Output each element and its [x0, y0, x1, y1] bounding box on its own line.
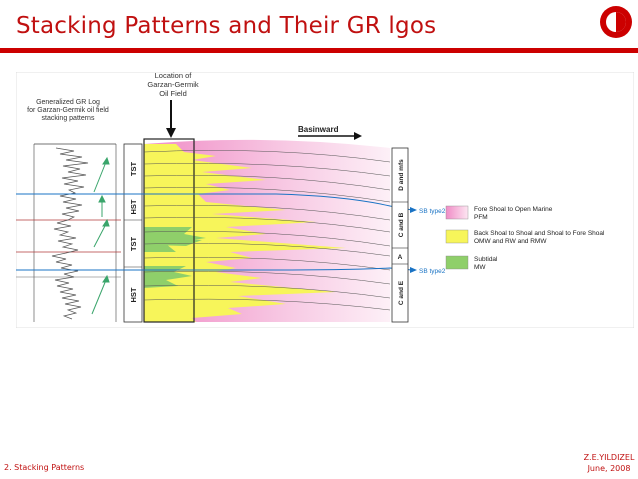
- company-logo-icon: [600, 6, 632, 38]
- legend-swatch-back-shoal: [445, 229, 469, 244]
- sb-label-1: SB type2: [419, 208, 446, 215]
- gr-log-caption: Generalized GR Log for Garzan-Germik oil…: [27, 99, 109, 122]
- sb-arrow-icon: [410, 207, 417, 213]
- sequence-boundaries: [16, 193, 413, 271]
- unit-label-3: A: [398, 254, 403, 261]
- location-caption: Location of Garzan-Germik Oil Field: [147, 72, 199, 98]
- subtidal-facies: [144, 227, 206, 288]
- gr-log-track: [16, 143, 121, 322]
- tract-label-4: HST: [129, 287, 138, 302]
- footer-author-date: Z.E.YILDIZEL June, 2008: [582, 452, 636, 474]
- gr-curve: [51, 147, 89, 320]
- title-divider: [0, 48, 638, 53]
- systems-tract-column: TST HST TST HST: [123, 143, 143, 323]
- legend-code-3: MW: [474, 264, 486, 271]
- legend-title-2: Back Shoal to Shoal and Shoal to Fore Sh…: [474, 230, 605, 237]
- location-box: [143, 138, 195, 323]
- unit-column: D and mfs C and B A C and E: [391, 147, 409, 323]
- footer-date: June, 2008: [587, 464, 631, 473]
- trend-arrow-icon: [91, 156, 110, 315]
- gr-log-caption-line-2: for Garzan-Germik oil field: [27, 107, 109, 114]
- footer-section-label: 2. Stacking Patterns: [4, 463, 85, 472]
- location-caption-line-1: Location of: [155, 72, 193, 80]
- stacking-pattern-figure: Generalized GR Log for Garzan-Germik oil…: [16, 72, 634, 328]
- gr-log-caption-line-3: stacking patterns: [42, 115, 95, 122]
- legend-swatch-subtidal: [445, 255, 469, 270]
- location-caption-line-3: Oil Field: [159, 89, 187, 98]
- unit-label-4: C and E: [398, 280, 405, 305]
- tract-label-3: TST: [129, 237, 138, 252]
- gr-log-caption-line-1: Generalized GR Log: [36, 99, 100, 106]
- unit-label-1: D and mfs: [398, 159, 405, 191]
- sb-label-2: SB type2: [419, 268, 446, 275]
- basinward-label: Basinward: [298, 125, 339, 134]
- legend-title-3: Subtidal: [474, 256, 498, 263]
- location-caption-line-2: Garzan-Germik: [147, 80, 199, 89]
- legend: Fore Shoal to Open Marine PFM Back Shoal…: [445, 205, 605, 271]
- basinward-arrow-icon: [298, 132, 362, 140]
- legend-code-1: PFM: [474, 214, 488, 221]
- facies-cross-section: [143, 138, 391, 323]
- unit-label-2: C and B: [398, 212, 405, 237]
- legend-title-1: Fore Shoal to Open Marine: [474, 206, 553, 213]
- sb-arrow-icon: [410, 267, 417, 273]
- tract-label-1: TST: [129, 162, 138, 177]
- legend-swatch-fore-shoal: [445, 205, 469, 220]
- tract-label-2: HST: [129, 199, 138, 214]
- legend-code-2: OMW and RW and RMW: [474, 238, 547, 245]
- slide-title: Stacking Patterns and Their GR lgos: [16, 13, 437, 39]
- location-arrow-icon: [166, 100, 176, 138]
- footer-author: Z.E.YILDIZEL: [583, 453, 635, 462]
